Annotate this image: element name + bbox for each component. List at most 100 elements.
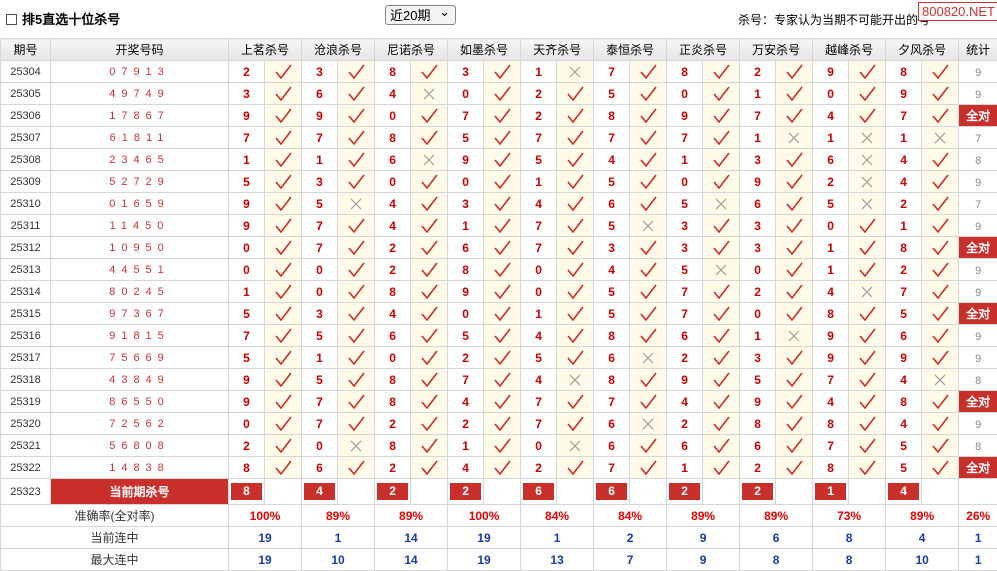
stat: 8: [975, 155, 981, 167]
issue: 25311: [1, 215, 51, 237]
stat-cell: 8: [959, 435, 997, 457]
stat: 7: [975, 133, 981, 145]
check-icon: [346, 305, 366, 323]
check-icon: [930, 459, 950, 477]
kill-result: [922, 127, 959, 149]
draw-number: 01659: [51, 193, 229, 215]
period-select[interactable]: 近20期: [385, 5, 456, 25]
summary-value: 9: [667, 549, 740, 571]
check-icon: [419, 327, 439, 345]
check-icon: [784, 459, 804, 477]
current-label: 当前期杀号: [51, 479, 229, 505]
kill-number: 8: [594, 325, 630, 347]
check-icon: [346, 261, 366, 279]
kill-result: [484, 83, 521, 105]
check-icon: [857, 459, 877, 477]
summary-row: 准确率(全对率)100%89%89%100%84%84%89%89%73%89%…: [1, 505, 997, 527]
kill-number: 7: [667, 303, 703, 325]
kill-result: [776, 149, 813, 171]
kill-number: 6: [886, 325, 922, 347]
check-icon: [273, 239, 293, 257]
kill-number: 4: [375, 193, 411, 215]
kill-result: [484, 259, 521, 281]
check-icon: [273, 151, 293, 169]
check-icon: [419, 129, 439, 147]
check-icon: [346, 349, 366, 367]
kill-number: 4: [521, 325, 557, 347]
kill-result: [265, 369, 302, 391]
check-icon: [346, 63, 366, 81]
check-icon: [565, 349, 585, 367]
check-icon: [492, 63, 512, 81]
kill-result: [557, 83, 594, 105]
check-icon: [492, 349, 512, 367]
kill-number: 0: [813, 83, 849, 105]
kill-result: [484, 193, 521, 215]
kill-result: [557, 171, 594, 193]
kill-number: 2: [375, 413, 411, 435]
empty-cell: [630, 479, 667, 505]
check-icon: [857, 437, 877, 455]
summary-value: 2: [594, 527, 667, 549]
kill-number: 5: [302, 193, 338, 215]
check-icon: [492, 305, 512, 323]
kill-number: 3: [740, 347, 776, 369]
kill-result: [630, 435, 667, 457]
check-icon: [638, 173, 658, 191]
kill-result: [776, 171, 813, 193]
check-icon: [419, 217, 439, 235]
kill-number: 6: [594, 193, 630, 215]
kill-result: [776, 237, 813, 259]
kill-number: 4: [886, 171, 922, 193]
check-icon: [930, 195, 950, 213]
kill-number: 9: [886, 347, 922, 369]
draw-number: 75669: [51, 347, 229, 369]
check-icon: [711, 305, 731, 323]
draw-number: 61811: [51, 127, 229, 149]
kill-number: 5: [229, 171, 265, 193]
check-icon: [492, 415, 512, 433]
issue: 25318: [1, 369, 51, 391]
check-icon: [784, 85, 804, 103]
kill-result: [265, 193, 302, 215]
kill-number: 7: [521, 391, 557, 413]
check-icon: [346, 371, 366, 389]
kill-result: [630, 83, 667, 105]
check-icon: [492, 217, 512, 235]
kill-result: [484, 369, 521, 391]
note: 杀号：专家认为当期不可能开出的号: [738, 11, 930, 28]
kill-number: 4: [886, 413, 922, 435]
issue: 25317: [1, 347, 51, 369]
check-icon: [273, 63, 293, 81]
kill-result: [338, 325, 375, 347]
column-header: 统计: [959, 39, 997, 61]
kill-number: 5: [740, 369, 776, 391]
kill-result: [338, 215, 375, 237]
kill-number: 6: [302, 457, 338, 479]
check-icon: [273, 107, 293, 125]
stat: 7: [975, 199, 981, 211]
kill-result: [411, 369, 448, 391]
check-icon: [711, 349, 731, 367]
draw-number: 56808: [51, 435, 229, 457]
kill-result: [703, 325, 740, 347]
kill-result: [630, 149, 667, 171]
kill-result: [849, 149, 886, 171]
kill-result: [338, 369, 375, 391]
summary-value: 14: [375, 549, 448, 571]
check-icon: [784, 415, 804, 433]
kill-result: [776, 83, 813, 105]
check-icon: [784, 151, 804, 169]
kill-result: [557, 303, 594, 325]
kill-result: [776, 193, 813, 215]
check-icon: [638, 327, 658, 345]
kill-number: 4: [594, 259, 630, 281]
check-icon: [346, 459, 366, 477]
